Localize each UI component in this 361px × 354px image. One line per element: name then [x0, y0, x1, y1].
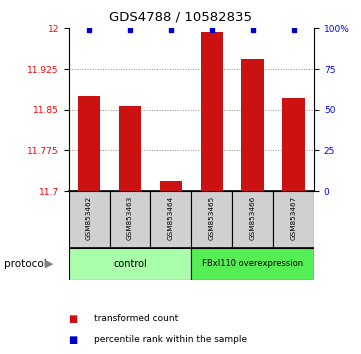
- Text: GSM853465: GSM853465: [209, 196, 215, 240]
- Text: percentile rank within the sample: percentile rank within the sample: [94, 335, 247, 344]
- Text: protocol: protocol: [4, 259, 46, 269]
- Bar: [151, 191, 191, 248]
- Text: transformed count: transformed count: [94, 314, 178, 323]
- Bar: [242, 59, 264, 191]
- Text: GSM853463: GSM853463: [127, 196, 133, 240]
- Text: GSM853462: GSM853462: [86, 196, 92, 240]
- Bar: [282, 98, 305, 191]
- Text: ■: ■: [69, 314, 78, 324]
- Text: ■: ■: [69, 335, 78, 345]
- Bar: [78, 96, 100, 191]
- Bar: [160, 181, 182, 191]
- Text: ▶: ▶: [44, 259, 53, 269]
- Bar: [191, 191, 232, 248]
- Bar: [69, 191, 109, 248]
- Text: GDS4788 / 10582835: GDS4788 / 10582835: [109, 11, 252, 24]
- Text: GSM853467: GSM853467: [291, 196, 297, 240]
- Bar: [109, 191, 151, 248]
- Bar: [273, 191, 314, 248]
- Bar: [191, 248, 314, 280]
- Text: control: control: [113, 259, 147, 269]
- Text: FBxI110 overexpression: FBxI110 overexpression: [202, 259, 303, 268]
- Bar: [200, 32, 223, 191]
- Bar: [232, 191, 273, 248]
- Bar: [119, 107, 141, 191]
- Text: GSM853464: GSM853464: [168, 196, 174, 240]
- Text: GSM853466: GSM853466: [250, 196, 256, 240]
- Bar: [69, 248, 191, 280]
